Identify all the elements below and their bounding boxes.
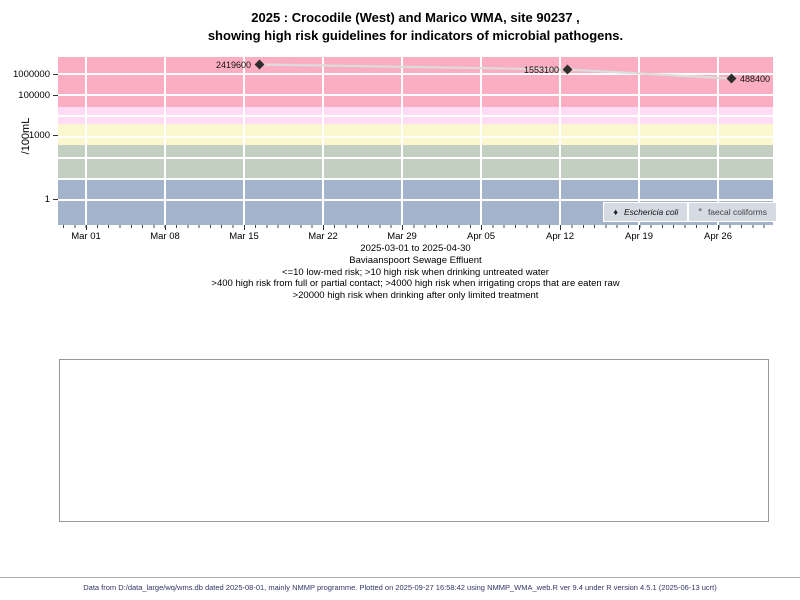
x-tick-label: Apr 19 [625,231,653,242]
x-tick-label: Apr 26 [704,231,732,242]
x-tick [718,225,719,230]
x-tick-label: Mar 15 [229,231,259,242]
y-tick [53,135,58,136]
x-tick-label: Mar 01 [71,231,101,242]
caption-risk-line-1: <=10 low-med risk; >10 high risk when dr… [282,266,549,278]
data-point-label: 2419600 [215,59,251,70]
v-gridline [638,57,640,225]
footer-provenance-text: Data from D:/data_large/wq/wms.db dated … [83,583,717,592]
filled-diamond-icon: ♦ [613,207,618,217]
x-tick-label: Apr 12 [546,231,574,242]
x-tick-label: Mar 22 [308,231,338,242]
x-tick [639,225,640,230]
caption-risk-line-2: >400 high risk from full or partial cont… [211,278,620,290]
x-tick-label: Mar 29 [387,231,417,242]
caption-date-range: 2025-03-01 to 2025-04-30 [360,243,471,254]
x-tick [165,225,166,230]
h-gridline [58,114,773,117]
band-10-400 [58,145,773,179]
y-tick [53,74,58,75]
data-point-label: 488400 [740,73,771,84]
caption-risk-line-3: >20000 high risk when drinking after onl… [292,290,539,302]
legend-label: faecal coliforms [707,207,767,217]
v-gridline [480,57,482,225]
open-circle-icon: ° [698,207,702,217]
y-tick-label: 100000 [18,90,50,101]
v-gridline [717,57,719,225]
v-gridline [401,57,403,225]
v-gridline [164,57,166,225]
band-400-4000 [58,124,773,145]
x-tick-label: Apr 05 [467,231,495,242]
caption-site-name: Baviaanspoort Sewage Effluent [349,254,482,266]
caption-block: 2025-03-01 to 2025-04-30 Baviaanspoort S… [58,243,773,302]
x-tick [86,225,87,230]
y-tick-label: 1 [44,194,50,205]
y-tick [53,199,58,200]
y-tick [53,95,58,96]
x-tick [481,225,482,230]
h-gridline [58,156,773,159]
h-gridline [58,135,773,138]
h-gridline [58,198,773,201]
chart-title-line2: showing high risk guidelines for indicat… [207,28,624,43]
chart-title-line1: 2025 : Crocodile (West) and Marico WMA, … [251,10,580,25]
v-gridline [243,57,245,225]
series-line [258,63,732,80]
footer-divider [0,577,800,578]
x-tick [402,225,403,230]
legend: ♦ Eschericia coli ° faecal coliforms [603,202,777,222]
x-axis-daily-ticks [63,225,769,228]
x-tick [323,225,324,230]
data-point-label: 1553100 [523,64,559,75]
h-gridline [58,177,773,180]
x-tick-label: Mar 08 [150,231,180,242]
empty-panel-box [59,359,769,522]
plot-panel: 2419600 1553100 488400 ♦ Eschericia coli… [58,57,777,225]
h-gridline [58,94,773,96]
x-tick [560,225,561,230]
legend-label: Eschericia coli [624,207,679,217]
h-gridline [58,73,773,75]
v-gridline [85,57,87,225]
band-above-20000 [58,57,773,107]
v-gridline [322,57,324,225]
legend-item-faecal-coliforms: ° faecal coliforms [688,202,777,222]
x-tick [244,225,245,230]
y-tick-label: 1000 [28,130,50,141]
y-tick-label: 1000000 [13,69,50,80]
v-gridline [559,57,561,225]
legend-item-ecoli: ♦ Eschericia coli [603,202,689,222]
